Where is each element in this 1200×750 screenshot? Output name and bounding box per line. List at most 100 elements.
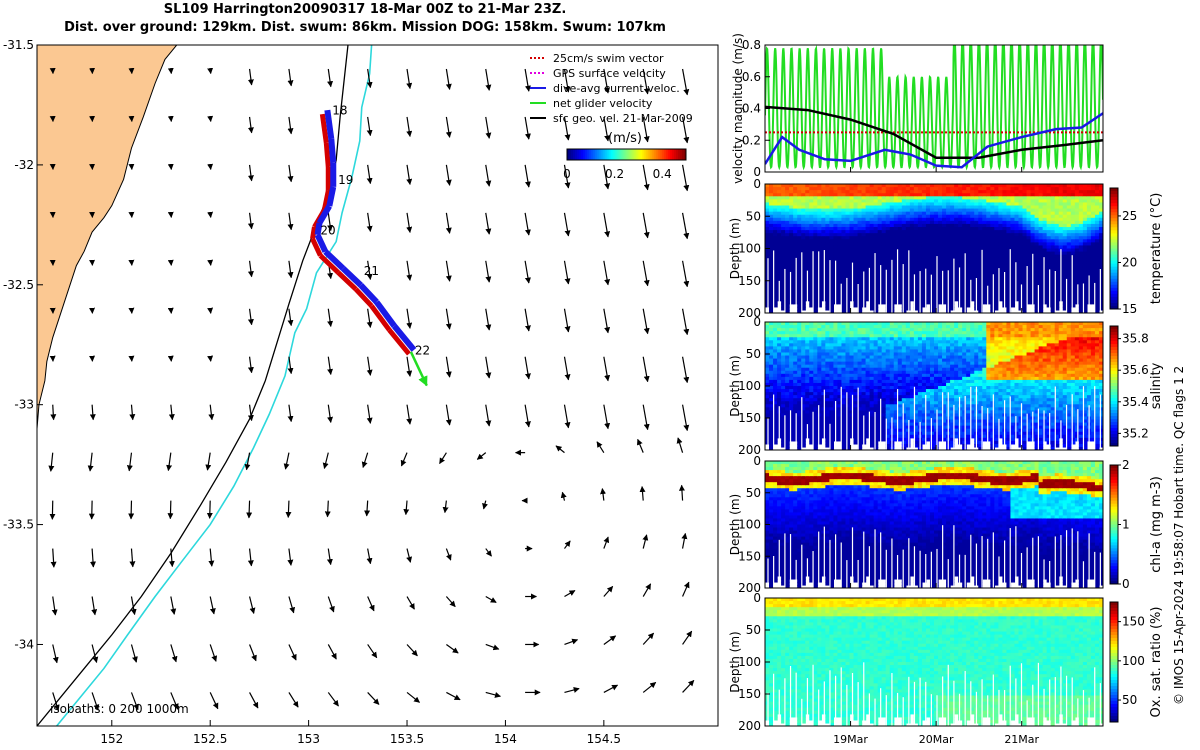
colorbar-cell xyxy=(1110,275,1118,280)
section-cell xyxy=(958,266,963,271)
section-cell xyxy=(1026,297,1032,302)
section-cell xyxy=(986,266,991,271)
section-cell xyxy=(853,358,859,363)
section-cell xyxy=(785,334,790,338)
section-cell xyxy=(849,331,855,335)
section-cell xyxy=(853,270,859,274)
section-cell xyxy=(1062,300,1068,305)
section-cell xyxy=(841,202,847,207)
section-cell xyxy=(865,285,871,290)
section-cell xyxy=(857,410,863,415)
section-cell xyxy=(857,273,863,277)
section-cell xyxy=(1070,208,1076,213)
section-cell xyxy=(1098,184,1103,188)
section-cell xyxy=(962,276,967,280)
colorbar-cell xyxy=(586,149,590,160)
section-cell xyxy=(825,367,830,372)
section-cell xyxy=(998,248,1004,253)
colorbar-tick: 0 xyxy=(563,167,571,181)
section-cell xyxy=(869,404,875,408)
section-cell xyxy=(1098,282,1103,286)
colorbar-tick: 0.4 xyxy=(653,167,672,181)
section-cell xyxy=(1058,242,1064,247)
section-cell xyxy=(801,251,806,256)
section-cell xyxy=(970,254,975,259)
section-cell xyxy=(789,294,794,299)
section-cell xyxy=(829,257,835,262)
colorbar-cell xyxy=(1110,218,1118,222)
velocity-arrow xyxy=(642,356,650,383)
section-cell xyxy=(857,401,863,405)
section-cell xyxy=(789,395,794,399)
section-cell xyxy=(797,205,802,210)
section-cell xyxy=(1066,303,1072,308)
section-cell xyxy=(958,245,963,250)
section-cell xyxy=(905,248,911,253)
section-cell xyxy=(901,251,907,256)
section-cell xyxy=(801,242,806,247)
section-cell xyxy=(962,190,967,194)
section-cell xyxy=(938,230,943,234)
velocity-arrow xyxy=(442,500,449,514)
section-cell xyxy=(821,367,826,372)
section-cell xyxy=(1050,303,1056,308)
section-cell xyxy=(986,276,991,280)
day-label: 19 xyxy=(338,173,353,187)
section-cell xyxy=(1038,285,1044,290)
section-cell xyxy=(765,382,770,387)
section-cell xyxy=(1070,285,1076,290)
section-cell xyxy=(817,254,822,259)
section-cell xyxy=(813,370,818,375)
section-cell xyxy=(954,230,959,234)
section-cell xyxy=(797,337,802,341)
section-cell xyxy=(946,223,951,228)
section-cell xyxy=(857,373,863,378)
section-cell xyxy=(769,349,774,354)
section-cell xyxy=(837,288,843,293)
section-cell xyxy=(801,266,806,271)
section-cell xyxy=(809,340,814,344)
y-tick-label: 0 xyxy=(753,165,761,179)
colorbar-cell xyxy=(646,149,649,160)
section-cell xyxy=(789,431,794,436)
section-cell xyxy=(853,263,859,268)
section-cell xyxy=(954,217,959,222)
section-cell xyxy=(853,254,859,259)
section-cell xyxy=(773,227,778,231)
section-cell xyxy=(994,285,999,290)
section-cell xyxy=(897,230,903,234)
section-cell xyxy=(789,337,794,341)
section-cell xyxy=(785,276,790,280)
section-cell xyxy=(769,266,774,271)
section-cell xyxy=(821,398,826,402)
section-cell xyxy=(954,214,959,219)
section-cell xyxy=(817,242,822,247)
section-cell xyxy=(829,254,835,259)
section-cell xyxy=(925,288,931,293)
section-cell xyxy=(837,270,843,274)
section-cell xyxy=(805,190,810,194)
section-cell xyxy=(853,425,859,430)
section-cell xyxy=(881,291,887,296)
section-cell xyxy=(982,223,987,228)
section-cell xyxy=(801,425,806,430)
section-cell xyxy=(789,358,794,363)
section-cell xyxy=(785,373,790,378)
section-cell xyxy=(921,205,927,210)
section-cell xyxy=(821,193,826,197)
section-cell xyxy=(938,184,943,188)
section-cell xyxy=(825,193,830,197)
section-cell xyxy=(793,376,798,381)
section-cell xyxy=(825,279,830,283)
section-cell xyxy=(765,285,770,290)
velocity-arrow xyxy=(642,212,650,239)
section-cell xyxy=(1074,220,1080,225)
section-cell xyxy=(825,270,830,274)
section-cell xyxy=(861,254,867,259)
section-cell xyxy=(845,352,851,357)
section-cell xyxy=(853,325,859,329)
section-cell xyxy=(901,294,907,299)
section-cell xyxy=(813,413,818,418)
section-cell xyxy=(877,242,883,247)
